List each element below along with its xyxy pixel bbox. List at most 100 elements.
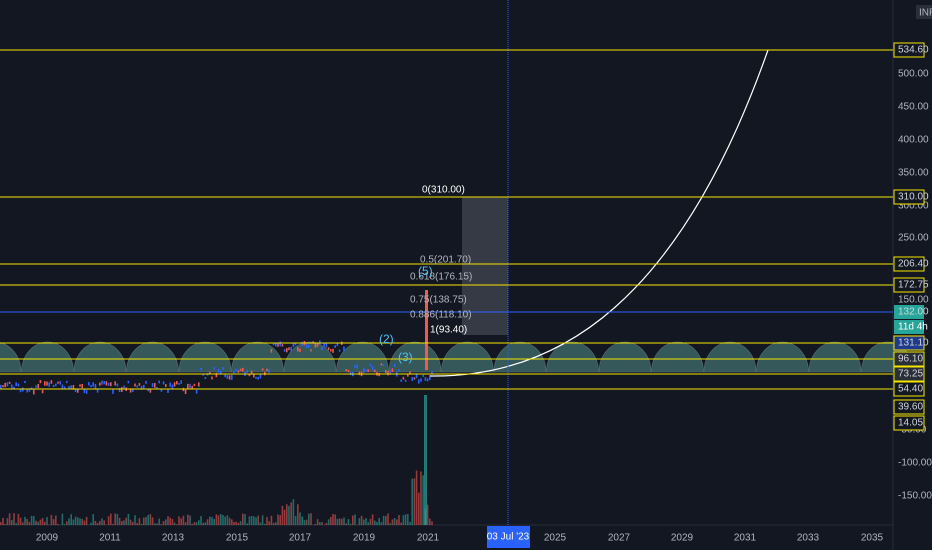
candle	[68, 386, 70, 390]
volume	[198, 520, 200, 525]
level-label: 39.60	[898, 402, 923, 413]
price-tick: 350.00	[898, 168, 929, 179]
volume	[294, 516, 297, 525]
candle	[132, 388, 134, 392]
candle	[387, 371, 389, 376]
time-label: 2011	[99, 533, 121, 544]
volume	[92, 514, 94, 525]
candle	[180, 380, 182, 384]
candle	[8, 381, 11, 384]
volume	[299, 512, 301, 525]
volume	[134, 515, 136, 525]
candle	[389, 370, 391, 375]
time-label: 2035	[861, 533, 884, 544]
candle	[279, 341, 281, 347]
candle	[189, 383, 191, 389]
candle	[325, 342, 328, 348]
candle	[277, 343, 279, 347]
candle	[123, 385, 125, 390]
volume	[244, 514, 246, 525]
volume	[371, 514, 374, 525]
candle	[246, 369, 248, 373]
candle	[327, 347, 330, 351]
candle	[85, 389, 88, 394]
candle	[426, 378, 429, 382]
candle	[228, 375, 231, 380]
candle	[127, 380, 130, 384]
volume	[332, 514, 334, 525]
volume	[81, 518, 83, 525]
volume	[37, 521, 39, 525]
volume	[189, 515, 191, 525]
candle	[250, 370, 253, 375]
volume	[0, 522, 2, 525]
candle	[57, 381, 59, 384]
candle	[110, 382, 112, 387]
volume	[382, 515, 385, 525]
volume	[257, 515, 259, 525]
volume	[154, 523, 156, 525]
volume	[33, 516, 35, 525]
candle	[145, 380, 147, 384]
candle	[35, 385, 37, 388]
volume	[319, 522, 321, 525]
candle	[178, 382, 180, 385]
volume	[354, 514, 356, 525]
volume	[101, 518, 103, 525]
candle	[292, 343, 295, 348]
fib-label: 0.886(118.10)	[410, 310, 472, 321]
volume	[70, 514, 72, 525]
candle	[429, 375, 431, 381]
candle	[382, 364, 385, 367]
candle	[176, 381, 178, 385]
volume	[6, 518, 9, 525]
volume	[63, 524, 66, 525]
volume	[411, 478, 413, 525]
candle	[338, 349, 341, 352]
volume	[338, 518, 341, 525]
candle	[257, 376, 259, 380]
candle	[191, 385, 193, 389]
candle	[167, 388, 169, 393]
candle	[316, 342, 319, 347]
candle	[55, 383, 57, 387]
volume	[176, 524, 178, 525]
candle	[83, 388, 86, 393]
volume	[349, 523, 352, 525]
volume	[61, 513, 64, 525]
volume	[286, 504, 288, 525]
candle	[253, 374, 255, 378]
candle	[226, 375, 229, 379]
volume	[116, 513, 119, 525]
volume	[94, 520, 97, 525]
volume	[345, 523, 347, 525]
candle	[270, 349, 273, 353]
candle	[79, 384, 81, 387]
volume	[39, 519, 42, 525]
volume	[191, 523, 193, 525]
countdown: 11d 4h	[898, 322, 928, 333]
volume	[50, 514, 53, 525]
candle	[378, 372, 380, 377]
candle	[420, 378, 422, 382]
volume	[358, 518, 361, 525]
price-tick: -100.00	[898, 458, 932, 469]
candle	[26, 389, 28, 393]
candle	[213, 367, 215, 370]
candle	[129, 389, 132, 393]
candle	[402, 376, 405, 380]
volume	[140, 523, 143, 525]
volume	[385, 516, 387, 525]
volume	[136, 523, 138, 525]
candle	[149, 388, 152, 393]
volume	[222, 515, 224, 525]
candle	[411, 377, 413, 382]
candle	[323, 342, 325, 347]
volume	[44, 521, 46, 525]
candle	[154, 382, 156, 388]
volume	[26, 519, 28, 525]
candle	[290, 346, 292, 352]
volume	[4, 524, 6, 525]
